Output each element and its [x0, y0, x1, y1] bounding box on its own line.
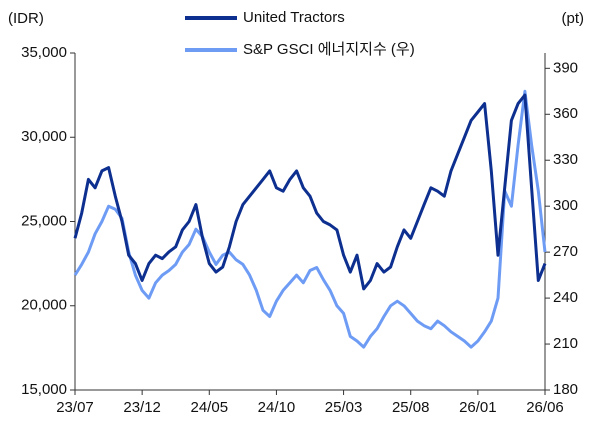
y2-tick-label: 300 — [553, 197, 578, 214]
x-tick-label: 24/10 — [258, 399, 296, 416]
y-tick-label: 15,000 — [21, 381, 67, 398]
x-tick-label: 25/08 — [392, 399, 430, 416]
y2-tick-label: 390 — [553, 59, 578, 76]
y2-axis-label: (pt) — [562, 10, 585, 27]
legend-label: United Tractors — [243, 9, 345, 26]
y-tick-label: 25,000 — [21, 212, 67, 229]
x-tick-label: 23/12 — [123, 399, 161, 416]
y2-tick-label: 210 — [553, 335, 578, 352]
y2-tick-label: 360 — [553, 105, 578, 122]
y2-tick-label: 240 — [553, 289, 578, 306]
y-tick-label: 30,000 — [21, 128, 67, 145]
y2-tick-label: 330 — [553, 151, 578, 168]
y2-tick-label: 180 — [553, 381, 578, 398]
series-line — [73, 89, 547, 349]
y-tick-label: 20,000 — [21, 297, 67, 314]
x-tick-label: 23/07 — [56, 399, 94, 416]
x-tick-label: 25/03 — [325, 399, 363, 416]
y-axis-label: (IDR) — [8, 10, 44, 27]
legend-label: S&P GSCI 에너지지수 (우) — [243, 41, 415, 58]
x-tick-label: 26/01 — [459, 399, 497, 416]
x-tick-label: 26/06 — [526, 399, 564, 416]
y-tick-label: 35,000 — [21, 44, 67, 61]
series-line — [73, 93, 547, 291]
x-tick-label: 24/05 — [191, 399, 229, 416]
y2-tick-label: 270 — [553, 243, 578, 260]
